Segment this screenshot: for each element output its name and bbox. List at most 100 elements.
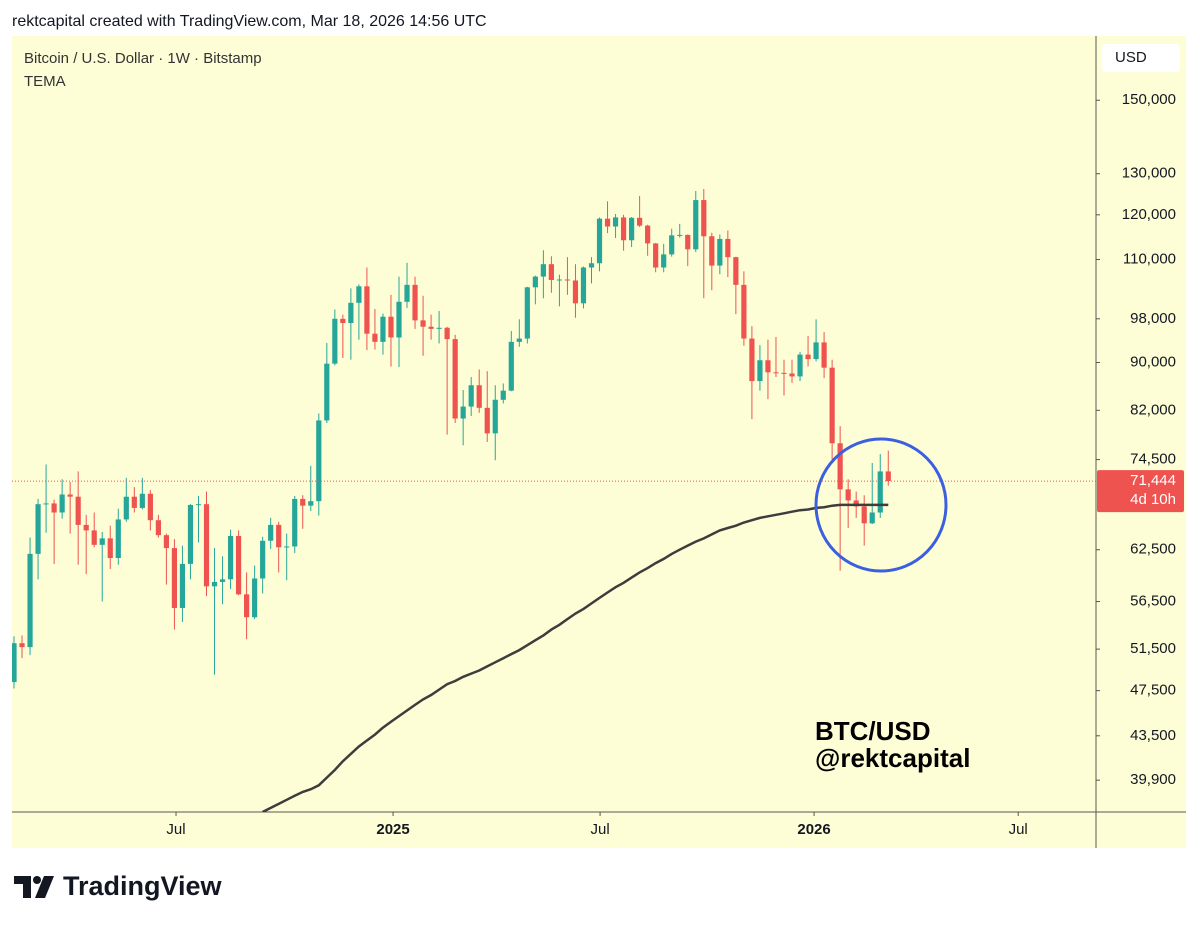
candle-body [396,301,402,338]
candle-body [19,643,25,648]
candle-body [741,284,747,339]
candle-body [12,643,17,683]
candle-body [669,235,675,255]
currency-label[interactable]: USD [1115,49,1147,66]
candle-body [869,512,875,524]
candle-body [773,372,779,374]
x-tick-label: Jul [590,821,609,838]
candle-body [404,284,410,302]
candle-body [171,548,178,608]
candle-body [67,494,73,497]
candle-body [131,496,137,508]
candle-body [829,367,835,444]
candle-body [757,360,763,382]
candle-body [629,217,635,241]
brand-logo [14,876,54,898]
candle-body [284,546,290,548]
candle-body [837,443,843,490]
highlight-circle [814,437,948,573]
candle-body [155,520,161,536]
credit-line: rektcapital created with TradingView.com… [12,13,487,30]
y-tick-label: 51,500 [1130,640,1176,657]
candle-body [252,578,258,618]
candle-body [444,327,450,340]
currency-box[interactable] [1102,44,1180,72]
candle-body [612,217,619,227]
y-tick-label: 39,900 [1130,771,1176,788]
candle-body [484,407,490,434]
candle-body [532,276,538,288]
candle-body [292,498,298,547]
y-tick-label: 74,500 [1130,451,1176,468]
candle-body [436,327,442,329]
x-tick-label: Jul [166,821,185,838]
candle-body [596,218,603,264]
candle-body [452,339,458,419]
candle-body [139,493,145,508]
candle-body [588,263,595,268]
candle-body [476,385,482,408]
candle-body [348,302,354,324]
candle-body [35,504,41,554]
y-tick-label: 150,000 [1122,91,1176,108]
candle-body [412,284,418,321]
plot-area [12,188,1096,812]
candle-body [163,535,169,549]
candle-body [789,373,795,377]
candle-body [340,318,346,324]
candle-body [749,338,755,382]
countdown-label: 4d 10h [1130,491,1176,508]
candle-body [115,519,121,559]
y-tick-label: 130,000 [1122,165,1176,182]
candle-body [797,354,803,377]
watermark: @rektcapital [815,743,970,773]
x-tick-label: Jul [1009,821,1028,838]
candle-body [51,503,57,513]
candle-body [653,243,659,268]
candle-body [604,218,611,227]
watermark: BTC/USD [815,716,931,746]
candle-body [147,493,153,521]
y-tick-label: 62,500 [1130,541,1176,558]
candle-body [717,238,723,266]
candle-body [524,287,530,339]
candle-body [845,489,851,501]
logo-mark [33,876,41,884]
brand-name: TradingView [63,871,223,901]
candle-body [725,238,731,258]
candle-body [332,318,338,364]
candle-body [805,354,811,360]
candle-body [709,236,715,266]
candle-body [75,496,81,525]
chart-background [12,36,1186,848]
x-tick-label: 2026 [797,821,830,838]
candle-body [580,267,587,304]
axes: 150,000 130,000 120,000 110,000 98,000 90,000… [166,91,1184,838]
candle-body [500,390,506,400]
candle-body [548,264,554,280]
candle-body [195,504,202,506]
candle-body [620,217,627,241]
candle-body [821,342,827,368]
candle-body [219,579,226,582]
candle-body [492,399,498,434]
candle-body [877,471,883,513]
candle-body [276,524,282,548]
candle-body [685,234,691,250]
candle-body [99,538,105,545]
candle-body [107,538,113,559]
candle-body [765,360,771,373]
candle-body [244,594,250,618]
candle-body [468,385,474,407]
candle-body [235,535,242,595]
candle-body [556,279,563,281]
indicator-name: TEMA [24,73,66,90]
y-tick-label: 47,500 [1130,682,1176,699]
candle-body [813,342,819,360]
candle-body [885,471,891,482]
current-price-box [1097,470,1184,513]
candle-body [460,406,466,419]
candle-body [324,363,330,421]
